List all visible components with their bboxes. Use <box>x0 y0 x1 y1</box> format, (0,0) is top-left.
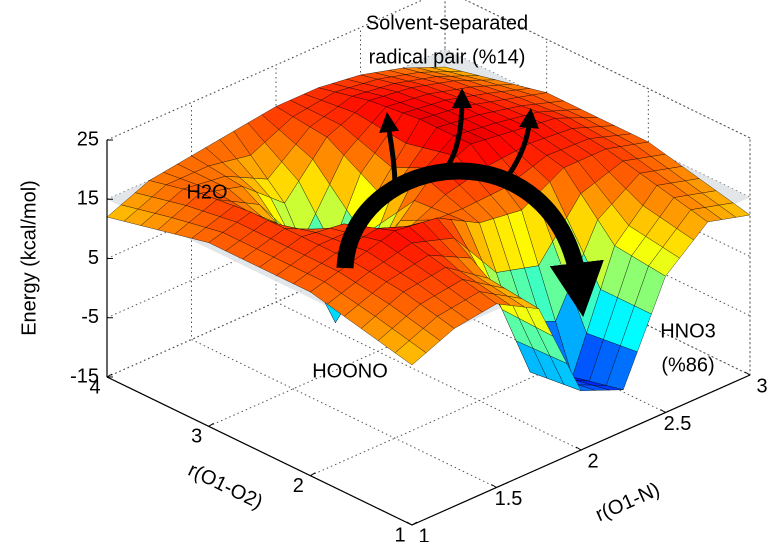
x-tick-label: 2.5 <box>664 413 692 435</box>
y-tick-label: 2 <box>293 475 304 497</box>
x-tick-label: 1 <box>418 525 429 542</box>
y-tick <box>411 521 418 526</box>
annotation: HOONO <box>312 360 388 382</box>
annotation: radical pair (%14) <box>369 46 526 68</box>
y-tick-label: 1 <box>394 524 405 542</box>
surface <box>106 66 751 392</box>
y-tick-label: 3 <box>191 426 202 448</box>
x-axis-title: r(O1-N) <box>592 479 663 527</box>
grid-line <box>191 102 497 488</box>
reaction-arrow <box>336 162 604 318</box>
x-tick <box>660 409 666 413</box>
annotation: H2O <box>186 181 227 203</box>
box-edge <box>106 0 424 141</box>
x-tick <box>406 521 413 526</box>
x-tick <box>744 371 751 376</box>
z-tick-label: 25 <box>77 128 99 150</box>
surface-cell <box>394 340 427 366</box>
z-axis-title: Energy (kcal/mol) <box>18 180 40 336</box>
z-tick-label: -5 <box>81 306 99 328</box>
y-tick-label: 4 <box>89 376 100 398</box>
z-tick-label: 5 <box>88 247 99 269</box>
y-axis <box>106 376 413 526</box>
escape-arrow <box>502 108 540 182</box>
x-tick <box>491 484 497 488</box>
z-tick-label: 15 <box>77 188 99 210</box>
y-tick <box>310 472 316 477</box>
x-tick-label: 2 <box>587 450 598 472</box>
x-tick <box>575 446 582 451</box>
z-tick-label: -15 <box>70 365 99 387</box>
y-tick <box>208 422 214 427</box>
box-edge <box>106 226 446 378</box>
escape-arrow <box>379 112 400 189</box>
arrows <box>336 88 604 318</box>
annotation: Solvent-separated <box>366 12 528 34</box>
annotation: (%86) <box>661 354 714 376</box>
x-tick-label: 1.5 <box>495 488 523 510</box>
y-axis-title: r(O1-O2) <box>185 459 267 514</box>
x-tick-label: 3 <box>756 375 767 397</box>
escape-arrow <box>442 88 472 172</box>
annotation: HNO3 <box>660 320 716 342</box>
